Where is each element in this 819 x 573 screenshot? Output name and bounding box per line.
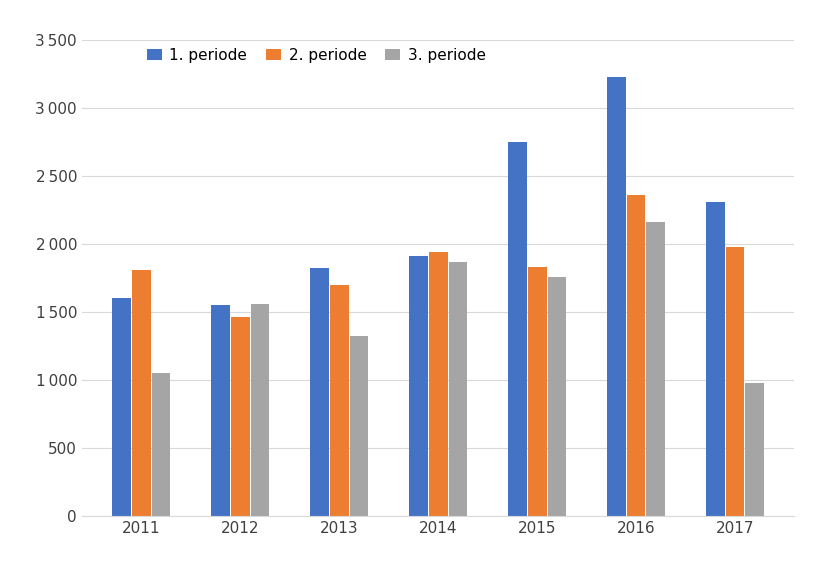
Bar bbox=[211, 305, 230, 516]
Bar bbox=[152, 373, 170, 516]
Bar bbox=[330, 285, 349, 516]
Bar bbox=[548, 277, 566, 516]
Bar bbox=[726, 246, 744, 516]
Bar bbox=[706, 202, 725, 516]
Bar bbox=[646, 222, 665, 516]
Bar bbox=[527, 267, 546, 516]
Bar bbox=[449, 262, 468, 516]
Bar bbox=[508, 142, 527, 516]
Bar bbox=[409, 256, 428, 516]
Bar bbox=[607, 77, 626, 516]
Bar bbox=[310, 268, 328, 516]
Bar bbox=[745, 383, 764, 516]
Bar bbox=[251, 304, 269, 516]
Legend: 1. periode, 2. periode, 3. periode: 1. periode, 2. periode, 3. periode bbox=[147, 48, 486, 63]
Bar bbox=[350, 336, 369, 516]
Bar bbox=[627, 195, 645, 516]
Bar bbox=[112, 299, 131, 516]
Bar bbox=[231, 317, 250, 516]
Bar bbox=[429, 252, 447, 516]
Bar bbox=[132, 270, 151, 516]
